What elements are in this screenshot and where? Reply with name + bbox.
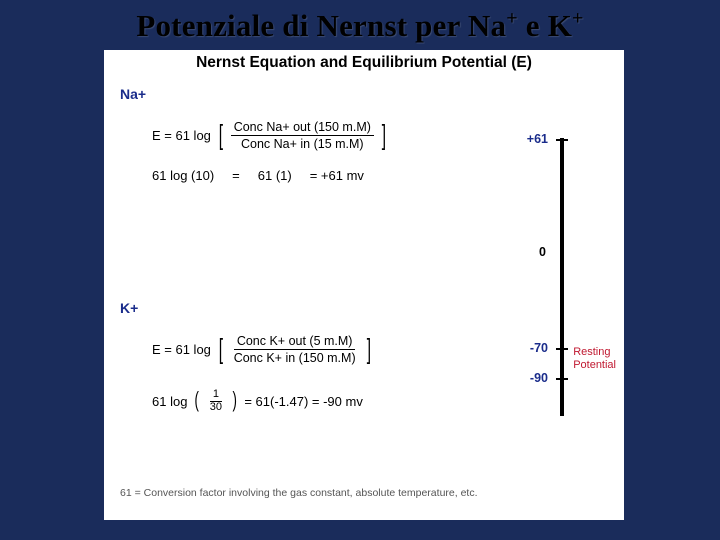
na-calc-d: = +61 mv (310, 168, 364, 183)
na-calc-b: = (232, 168, 240, 183)
tick-label-zero: 0 (539, 245, 546, 259)
paren-open-icon: ( (195, 387, 199, 413)
na-calc-a: 61 log (10) (152, 168, 214, 183)
tick-label-m90: -90 (530, 371, 548, 385)
title-sup1: + (506, 8, 518, 30)
na-equation: E = 61 log [ Conc Na+ out (150 m.M) Conc… (152, 120, 388, 152)
tick-label-p61: +61 (527, 132, 548, 146)
k-equation: E = 61 log [ Conc K+ out (5 m.M) Conc K+… (152, 334, 372, 366)
na-label: Na+ (120, 86, 146, 102)
k-sfrac-n: 1 (210, 389, 222, 402)
title-prefix: Potenziale di Nernst per Na (136, 8, 506, 43)
paren-close-icon: ) (232, 387, 236, 413)
tick-p61 (556, 139, 568, 141)
bracket-close-icon: ] (382, 127, 386, 144)
na-fraction: Conc Na+ out (150 m.M) Conc Na+ in (15 m… (231, 120, 374, 152)
tick-label-m70: -70 (530, 341, 548, 355)
k-sfrac: 1 30 (207, 389, 225, 413)
k-fraction: Conc K+ out (5 m.M) Conc K+ in (150 m.M) (231, 334, 359, 366)
resting-label: Resting Potential (573, 346, 616, 372)
resting-line2: Potential (573, 359, 616, 372)
bracket-close-icon: ] (366, 341, 370, 358)
bracket-open-icon: [ (219, 127, 223, 144)
na-eq-lhs: E = 61 log (152, 128, 211, 143)
potential-axis (560, 138, 564, 416)
title-mid: e K (518, 8, 572, 43)
slide-title: Potenziale di Nernst per Na+ e K+ (0, 8, 720, 44)
resting-line1: Resting (573, 346, 616, 359)
title-sup2: + (572, 8, 584, 30)
panel-title: Nernst Equation and Equilibrium Potentia… (104, 54, 624, 72)
k-frac-den: Conc K+ in (150 m.M) (231, 350, 359, 365)
na-frac-num: Conc Na+ out (150 m.M) (231, 120, 374, 136)
k-calc: 61 log ( 1 30 ) = 61(-1.47) = -90 mv (152, 388, 363, 414)
k-sfrac-d: 30 (207, 402, 225, 414)
k-label: K+ (120, 300, 138, 316)
tick-m90 (556, 378, 568, 380)
k-frac-num: Conc K+ out (5 m.M) (234, 334, 356, 350)
na-frac-den: Conc Na+ in (15 m.M) (238, 136, 367, 151)
footnote: 61 = Conversion factor involving the gas… (120, 486, 478, 500)
na-calc: 61 log (10) = 61 (1) = +61 mv (152, 168, 364, 183)
tick-m70 (556, 348, 568, 350)
k-calc-b: = 61(-1.47) = -90 mv (244, 394, 363, 409)
content-panel: Nernst Equation and Equilibrium Potentia… (104, 50, 624, 520)
k-calc-a: 61 log (152, 394, 187, 409)
bracket-open-icon: [ (219, 341, 223, 358)
na-calc-c: 61 (1) (258, 168, 292, 183)
k-eq-lhs: E = 61 log (152, 342, 211, 357)
